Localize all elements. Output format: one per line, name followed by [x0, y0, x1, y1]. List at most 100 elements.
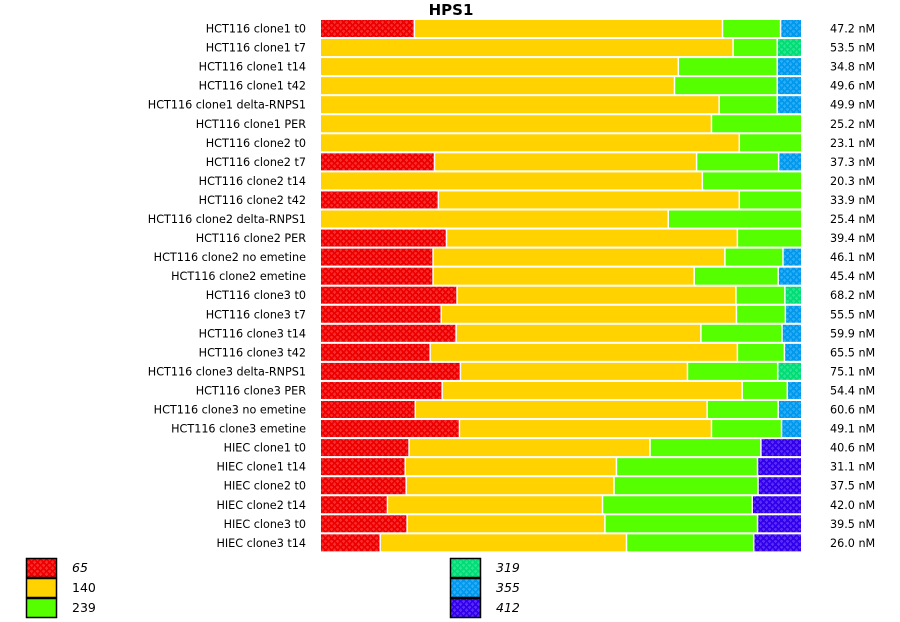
row-total-label: 25.4 nM [830, 213, 875, 226]
legend-item-412: 412 [449, 597, 520, 619]
bar-segment-355 [788, 381, 801, 399]
row-label: HIEC clone3 t14 [216, 537, 306, 550]
row-label: HIEC clone1 t14 [216, 461, 306, 474]
bar-segment-140 [388, 496, 602, 514]
bar-segment-140 [457, 286, 736, 304]
bar-row: HCT116 clone3 t7 55.5 nM [206, 305, 875, 323]
bar-segment-140 [415, 20, 722, 37]
row-total-label: 33.9 nM [830, 194, 875, 207]
bar-row: HIEC clone2 t14 42.0 nM [216, 496, 875, 514]
bar-row: HCT116 clone2 t7 37.3 nM [206, 153, 875, 171]
bar-segment-140 [433, 248, 725, 266]
row-total-label: 37.3 nM [830, 156, 875, 169]
row-label: HCT116 clone2 t7 [206, 156, 306, 169]
bar-segment-140 [321, 96, 719, 114]
legend-label: 355 [496, 580, 520, 595]
bar-segment-65 [321, 286, 457, 304]
bar-segment-65 [321, 439, 409, 457]
bar-segment-140 [321, 115, 711, 133]
bar-segment-140 [435, 153, 696, 171]
bar-segment-239 [740, 134, 801, 152]
bar-row: HCT116 clone1 t14 34.8 nM [199, 58, 875, 76]
row-label: HCT116 clone3 PER [196, 384, 307, 397]
bar-row: HCT116 clone2 t14 20.3 nM [199, 172, 875, 190]
row-total-label: 39.5 nM [830, 518, 875, 531]
bar-row: HCT116 clone2 t0 23.1 nM [206, 134, 875, 152]
legend-swatch [25, 597, 58, 619]
bar-segment-239 [650, 439, 761, 457]
row-total-label: 20.3 nM [830, 175, 875, 188]
row-total-label: 60.6 nM [830, 404, 875, 417]
row-label: HIEC clone3 t0 [224, 518, 306, 531]
bar-segment-140 [321, 172, 702, 190]
bar-segment-140 [430, 343, 737, 361]
legend-item-239: 239 [25, 597, 96, 619]
bar-segment-412 [758, 477, 801, 495]
bar-segment-65 [321, 153, 434, 171]
bar-segment-140 [409, 439, 650, 457]
bar-segment-319 [778, 362, 801, 380]
row-label: HCT116 clone1 t14 [199, 61, 306, 74]
bar-row: HCT116 clone3 no emetine 60.6 nM [154, 401, 875, 418]
row-label: HIEC clone2 t0 [224, 480, 306, 493]
row-total-label: 34.8 nM [830, 61, 875, 74]
legend-swatch [25, 577, 58, 599]
bar-segment-239 [603, 496, 752, 514]
bar-segment-65 [321, 343, 430, 361]
bar-segment-140 [381, 534, 626, 552]
bar-segment-239 [703, 172, 801, 190]
bar-segment-140 [405, 458, 616, 476]
row-total-label: 25.2 nM [830, 118, 875, 131]
bar-row: HCT116 clone3 emetine 49.1 nM [171, 420, 875, 438]
row-label: HCT116 clone3 delta-RNPS1 [148, 365, 306, 378]
legend-item-140: 140 [25, 577, 96, 599]
legend-label: 65 [72, 560, 88, 575]
bar-segment-140 [447, 229, 737, 247]
bar-row: HIEC clone3 t14 26.0 nM [216, 534, 875, 552]
bars-layer: HCT116 clone1 t0 47.2 nM HCT116 clone1 t7 5… [148, 20, 875, 552]
bar-segment-239 [688, 362, 777, 380]
row-total-label: 42.0 nM [830, 499, 875, 512]
bar-row: HIEC clone3 t0 39.5 nM [224, 515, 875, 533]
bar-row: HCT116 clone2 no emetine 46.1 nM [154, 248, 875, 266]
chart-title: HPS1 [428, 1, 474, 19]
row-label: HCT116 clone2 t42 [199, 194, 306, 207]
bar-segment-239 [723, 20, 780, 37]
bar-segment-140 [321, 134, 739, 152]
row-total-label: 26.0 nM [830, 537, 875, 550]
bar-segment-140 [321, 77, 674, 95]
row-total-label: 37.5 nM [830, 480, 875, 493]
row-label: HCT116 clone3 t42 [199, 346, 306, 359]
bar-segment-239 [712, 115, 801, 133]
bar-segment-239 [701, 324, 782, 342]
bar-segment-239 [738, 229, 801, 247]
legend-swatch [449, 577, 482, 599]
bar-segment-65 [321, 458, 405, 476]
bar-segment-239 [742, 381, 787, 399]
bar-segment-65 [321, 477, 406, 495]
bar-segment-140 [442, 381, 742, 399]
bar-segment-412 [754, 534, 801, 552]
bar-segment-239 [605, 515, 757, 533]
row-total-label: 75.1 nM [830, 365, 875, 378]
row-label: HCT116 clone2 PER [196, 232, 307, 245]
legend-label: 239 [72, 600, 96, 615]
bar-segment-65 [321, 496, 387, 514]
bar-segment-140 [456, 324, 701, 342]
bar-segment-140 [406, 477, 614, 495]
bar-segment-239 [719, 96, 777, 114]
bar-row: HCT116 clone1 delta-RNPS1 49.9 nM [148, 96, 875, 114]
row-label: HCT116 clone2 t0 [206, 137, 306, 150]
row-label: HCT116 clone1 delta-RNPS1 [148, 99, 306, 112]
bar-segment-239 [669, 210, 801, 228]
row-total-label: 68.2 nM [830, 289, 875, 302]
legend-swatch [449, 597, 482, 619]
bar-segment-239 [740, 191, 801, 209]
bar-segment-412 [753, 496, 801, 514]
row-total-label: 49.9 nM [830, 99, 875, 112]
bar-segment-355 [779, 153, 801, 171]
row-total-label: 23.1 nM [830, 137, 875, 150]
bar-segment-65 [321, 20, 414, 37]
bar-segment-355 [778, 267, 801, 285]
